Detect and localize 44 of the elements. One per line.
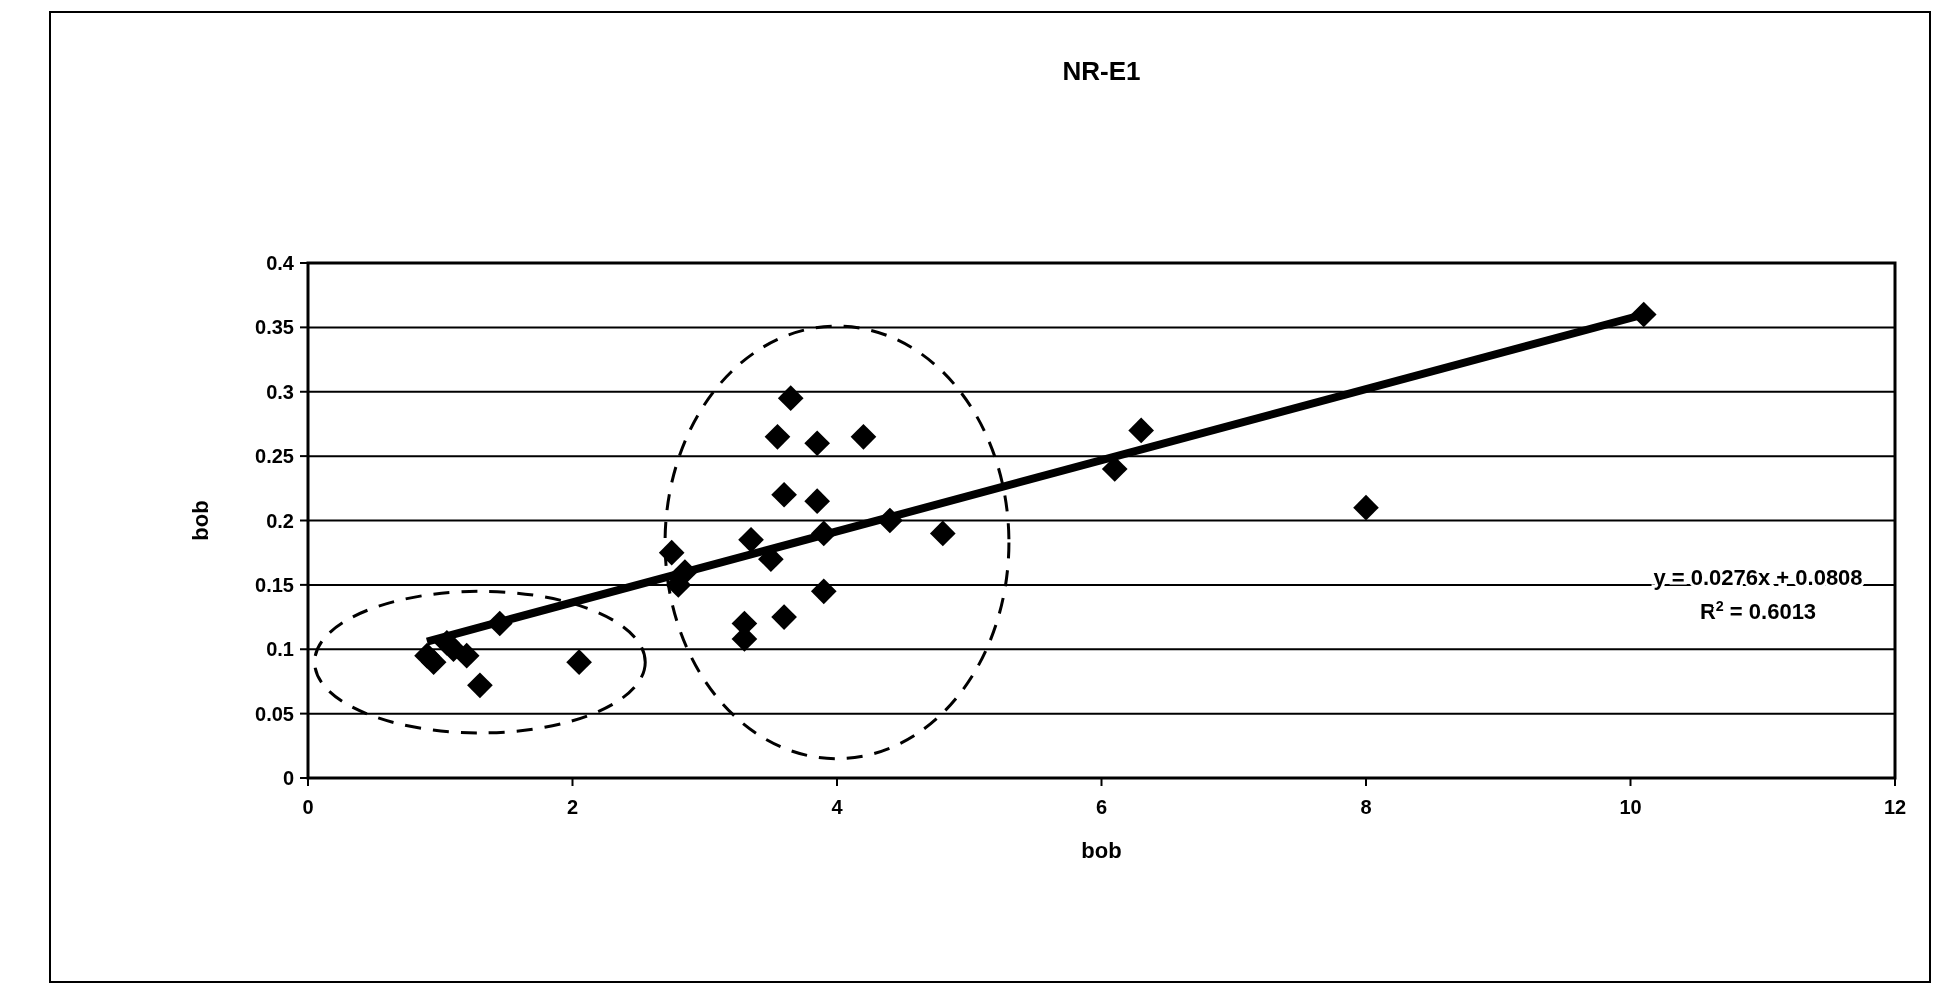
y-tick-label: 0.35 — [255, 316, 294, 339]
point — [1128, 417, 1155, 444]
annotation: y = 0.0276x + 0.0808 — [1653, 564, 1863, 590]
x-tick-label: 10 — [1619, 796, 1642, 818]
point — [1353, 494, 1379, 521]
y-tick-label: 0.1 — [266, 638, 294, 661]
y-tick-label: 0.2 — [266, 509, 294, 532]
point — [850, 423, 877, 450]
point — [486, 610, 513, 637]
chart-title: NR-E1 — [1062, 56, 1141, 86]
y-tick-label: 0.05 — [255, 702, 294, 725]
point — [777, 385, 804, 412]
x-tick-label: 2 — [566, 796, 579, 818]
point — [658, 539, 685, 566]
point — [877, 507, 903, 534]
x-tick-label: 6 — [1095, 796, 1108, 818]
x-tick-label: 0 — [302, 796, 314, 818]
y-tick-label: 0.3 — [266, 380, 294, 403]
point — [764, 423, 791, 450]
y-tick-label: 0.25 — [255, 445, 294, 468]
point — [1630, 301, 1657, 328]
point — [771, 604, 797, 630]
point — [810, 578, 837, 605]
point — [467, 672, 493, 699]
point — [929, 520, 956, 547]
y-tick-label: 0 — [282, 767, 294, 789]
point — [566, 649, 592, 675]
annotation: R$^{2}$ = 0.6013 — [1699, 597, 1817, 624]
point — [738, 526, 764, 553]
x-tick-label: 12 — [1883, 796, 1907, 818]
x-axis-title: bob — [1081, 838, 1122, 863]
point — [1101, 456, 1128, 482]
point — [804, 488, 830, 515]
point — [804, 430, 830, 457]
point — [672, 559, 698, 585]
x-tick-label: 8 — [1360, 796, 1372, 818]
point — [420, 649, 447, 675]
point — [810, 520, 837, 547]
point — [771, 481, 797, 508]
x-tick-label: 4 — [831, 796, 844, 818]
point — [453, 642, 480, 669]
y-axis-title: bob — [188, 500, 213, 541]
y-tick-label: 0.4 — [266, 252, 295, 274]
y-tick-label: 0.15 — [255, 573, 294, 596]
